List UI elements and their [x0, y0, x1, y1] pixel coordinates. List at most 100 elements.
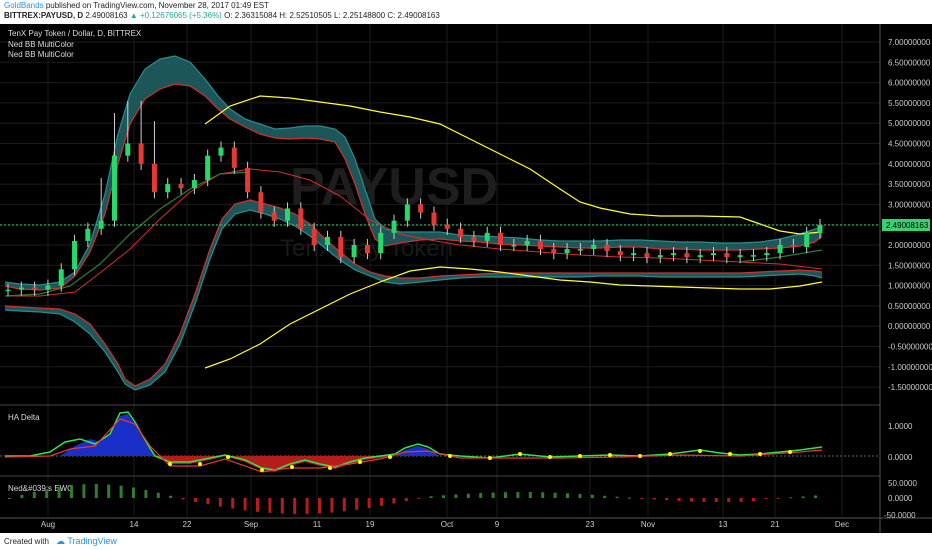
ha-delta-positive-fill	[60, 414, 155, 456]
ewo-bar	[404, 498, 408, 502]
candle-body[interactable]	[191, 180, 197, 189]
candle-body[interactable]	[644, 253, 650, 258]
watermark-symbol: PAYUSD	[290, 158, 498, 216]
ha-delta-negative-fill	[155, 456, 395, 472]
ewo-bar	[169, 495, 173, 498]
candle-body[interactable]	[817, 225, 823, 233]
candle-body[interactable]	[684, 253, 690, 258]
candle-body[interactable]	[311, 228, 317, 245]
time-axis-label: Dec	[835, 520, 849, 529]
candle-body[interactable]	[444, 224, 450, 229]
tradingview-logo[interactable]: ☁ TradingView	[56, 536, 117, 546]
ewo-bar	[206, 498, 210, 505]
candle-body[interactable]	[671, 253, 677, 256]
candle-body[interactable]	[85, 228, 91, 241]
created-with-text: Created with	[4, 537, 49, 546]
last-price-label: 2.49008163	[886, 221, 929, 230]
legend-indicator-1[interactable]: Ned BB MultiColor	[8, 40, 74, 49]
ewo-bar	[280, 498, 284, 514]
candle-body[interactable]	[231, 147, 237, 168]
candle-body[interactable]	[218, 147, 224, 156]
candle-body[interactable]	[5, 289, 11, 292]
candle-body[interactable]	[617, 251, 623, 256]
candlestick-series[interactable]	[5, 100, 823, 297]
candle-body[interactable]	[431, 212, 437, 225]
candle-body[interactable]	[657, 255, 663, 258]
candle-body[interactable]	[298, 208, 304, 229]
candle-body[interactable]	[205, 155, 211, 181]
long-band-upper	[204, 95, 823, 235]
candle-body[interactable]	[391, 220, 397, 233]
candle-body[interactable]	[711, 253, 717, 256]
candle-body[interactable]	[631, 253, 637, 256]
candle-body[interactable]	[790, 245, 796, 248]
ewo-bar	[504, 492, 507, 498]
candle-body[interactable]	[58, 269, 64, 286]
candle-body[interactable]	[471, 236, 477, 241]
time-axis-label: Sep	[244, 520, 259, 529]
candle-body[interactable]	[271, 212, 277, 221]
footer: Created with ☁ TradingView	[0, 533, 932, 550]
ha-delta-dot	[290, 465, 294, 469]
candle-body[interactable]	[18, 287, 24, 290]
candle-body[interactable]	[697, 255, 703, 258]
candle-body[interactable]	[165, 184, 171, 193]
time-axis-label: 23	[586, 520, 595, 529]
legend-indicator-2[interactable]: Ned BB MultiColor	[8, 50, 74, 59]
candle-body[interactable]	[72, 240, 78, 270]
candle-body[interactable]	[125, 143, 131, 156]
candle-body[interactable]	[111, 155, 117, 221]
candle-body[interactable]	[551, 249, 557, 254]
candle-body[interactable]	[178, 184, 184, 189]
candle-body[interactable]	[378, 232, 384, 254]
candle-body[interactable]	[577, 249, 583, 251]
author-link[interactable]: GoldBands	[4, 1, 44, 10]
candle-body[interactable]	[364, 245, 370, 254]
time-axis-label: 22	[183, 520, 192, 529]
candle-body[interactable]	[351, 245, 357, 258]
candle-body[interactable]	[245, 167, 251, 193]
candle-body[interactable]	[604, 245, 610, 252]
long-band-lower	[204, 266, 823, 369]
time-axis[interactable]: Aug 14 22 Sep 11 19 Oct 9 23 Nov 13 21 Dec	[41, 520, 849, 529]
candle-body[interactable]	[804, 232, 810, 248]
candle-body[interactable]	[418, 204, 424, 213]
candle-body[interactable]	[458, 228, 464, 237]
candle-body[interactable]	[258, 192, 264, 213]
candle-body[interactable]	[98, 220, 104, 229]
last-price-tag	[882, 219, 930, 231]
candle-body[interactable]	[511, 245, 517, 247]
ewo-pane[interactable]: Ned&#039;s EWO 50.0000 0.0000 -50.0000	[8, 479, 917, 520]
ha-delta-dot	[548, 455, 552, 459]
candle-body[interactable]	[564, 249, 570, 254]
candle-body[interactable]	[138, 143, 144, 164]
candle-body[interactable]	[737, 255, 743, 258]
candle-body[interactable]	[45, 285, 51, 290]
ewo-bar	[132, 487, 135, 498]
change-value: ▲ +0.12676065 (+5.36%)	[129, 11, 222, 20]
ha-delta-pane[interactable]: HA Delta 1.0000 0.0000	[0, 411, 913, 473]
candle-body[interactable]	[524, 240, 530, 245]
candle-body[interactable]	[750, 255, 756, 257]
chart-area[interactable]: PAYUSD TenX Pay Token TenX Pay Token / D…	[0, 24, 932, 533]
ha-delta-dot	[448, 454, 452, 458]
candle-body[interactable]	[498, 232, 504, 245]
ewo-label: Ned&#039;s EWO	[8, 484, 73, 493]
candle-body[interactable]	[151, 163, 157, 193]
candle-body[interactable]	[324, 236, 330, 245]
ha-delta-dot	[608, 453, 612, 457]
candle-body[interactable]	[484, 232, 490, 241]
price-axis[interactable]: 7.00000000 6.50000000 6.00000000 5.50000000…	[888, 38, 932, 392]
candle-body[interactable]	[764, 253, 770, 256]
candle-body[interactable]	[724, 253, 730, 258]
candle-body[interactable]	[591, 245, 597, 250]
ewo-bar	[714, 498, 718, 502]
candle-body[interactable]	[404, 204, 410, 221]
ewo-bar	[739, 498, 743, 502]
candle-body[interactable]	[537, 240, 543, 250]
candle-body[interactable]	[285, 208, 291, 221]
candle-body[interactable]	[338, 236, 344, 258]
candle-body[interactable]	[32, 287, 38, 290]
ha-delta-dot	[518, 452, 522, 456]
candle-body[interactable]	[777, 245, 783, 254]
